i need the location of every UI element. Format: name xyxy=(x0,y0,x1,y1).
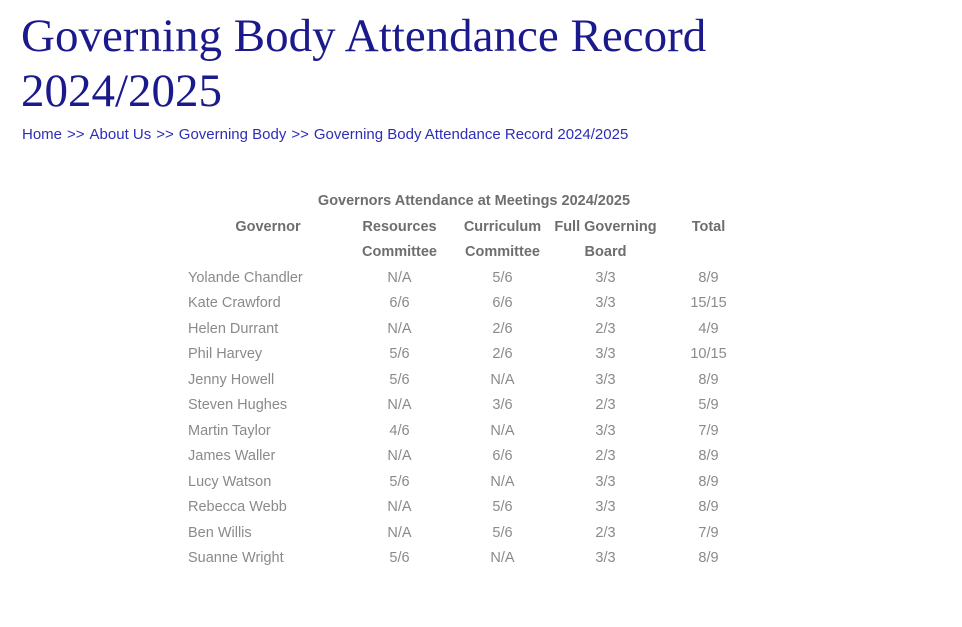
attendance-cell: N/A xyxy=(387,320,412,337)
table-row: Phil Harvey 5/6 2/6 3/3 10/15 xyxy=(188,342,760,368)
attendance-cell: 8/9 xyxy=(698,550,719,566)
column-header-total: Total xyxy=(691,218,726,235)
table-row: Kate Crawford 6/6 6/6 3/3 15/15 xyxy=(188,291,760,317)
attendance-cell: 6/6 xyxy=(492,448,513,464)
attendance-cell: 8/9 xyxy=(698,448,719,464)
attendance-table: Governors Attendance at Meetings 2024/20… xyxy=(188,189,760,572)
attendance-cell: 5/6 xyxy=(389,550,410,566)
attendance-cell: 8/9 xyxy=(698,269,719,286)
breadcrumb-separator: >> xyxy=(67,126,85,143)
governor-name-cell: Ben Willis xyxy=(188,524,252,541)
attendance-cell: 3/3 xyxy=(595,473,616,490)
attendance-cell: N/A xyxy=(387,269,412,286)
table-row: Steven Hughes N/A 3/6 2/3 5/9 xyxy=(188,393,760,419)
attendance-cell: 5/6 xyxy=(492,499,513,515)
attendance-cell: 4/9 xyxy=(698,320,719,337)
attendance-cell: N/A xyxy=(490,371,515,388)
breadcrumb-separator: >> xyxy=(156,126,174,143)
governor-name-cell: Yolande Chandler xyxy=(188,269,303,286)
attendance-cell: N/A xyxy=(387,448,412,464)
governor-name-cell: Steven Hughes xyxy=(188,397,288,413)
table-row: Jenny Howell 5/6 N/A 3/3 8/9 xyxy=(188,368,760,394)
page-title: Governing Body Attendance Record 2024/20… xyxy=(21,10,707,117)
governor-name-cell: Kate Crawford xyxy=(188,295,281,311)
attendance-cell: N/A xyxy=(490,550,515,566)
attendance-cell: 3/3 xyxy=(595,371,616,388)
attendance-cell: N/A xyxy=(387,397,412,413)
attendance-cell: 6/6 xyxy=(492,295,513,311)
attendance-cell: 2/3 xyxy=(595,448,616,464)
breadcrumb: Home >> About Us >> Governing Body >> Governin… xyxy=(22,126,628,144)
attendance-cell: 3/3 xyxy=(595,295,616,311)
governor-name-cell: Martin Taylor xyxy=(188,422,271,439)
attendance-cell: 3/3 xyxy=(595,550,616,566)
attendance-cell: N/A xyxy=(490,422,515,439)
table-header-row: Governor Resources Committee Curriculum … xyxy=(188,215,760,266)
attendance-cell: N/A xyxy=(387,524,412,541)
attendance-cell: 5/6 xyxy=(389,371,410,388)
column-header-resources-committee: Resources Committee xyxy=(362,218,437,261)
attendance-cell: 6/6 xyxy=(389,295,410,311)
attendance-cell: 8/9 xyxy=(698,499,719,515)
attendance-cell: 15/15 xyxy=(690,295,727,311)
attendance-cell: 3/3 xyxy=(595,499,616,515)
attendance-cell: 8/9 xyxy=(698,473,719,490)
table-row: Lucy Watson 5/6 N/A 3/3 8/9 xyxy=(188,470,760,496)
attendance-cell: 5/6 xyxy=(492,269,513,286)
attendance-cell: 2/6 xyxy=(492,320,513,337)
breadcrumb-link-home[interactable]: Home xyxy=(22,126,63,143)
table-row: Yolande Chandler N/A 5/6 3/3 8/9 xyxy=(188,266,760,292)
attendance-cell: N/A xyxy=(490,473,515,490)
governor-name-cell: James Waller xyxy=(188,448,276,464)
table-row: Rebecca Webb N/A 5/6 3/3 8/9 xyxy=(188,495,760,521)
attendance-cell: 10/15 xyxy=(690,346,727,362)
column-header-curriculum-committee: Curriculum Committee xyxy=(463,218,542,261)
breadcrumb-link-governing-body[interactable]: Governing Body xyxy=(178,126,287,143)
governor-name-cell: Rebecca Webb xyxy=(188,499,287,515)
governor-name-cell: Phil Harvey xyxy=(188,346,263,362)
breadcrumb-link-about-us[interactable]: About Us xyxy=(89,126,152,143)
attendance-cell: 4/6 xyxy=(389,422,410,439)
attendance-cell: 3/3 xyxy=(595,269,616,286)
attendance-cell: 2/6 xyxy=(492,346,513,362)
attendance-cell: 2/3 xyxy=(595,320,616,337)
attendance-cell: 2/3 xyxy=(595,397,616,413)
column-header-full-governing-board: Full Governing Board xyxy=(554,218,657,261)
governor-name-cell: Jenny Howell xyxy=(188,371,275,388)
attendance-cell: 5/9 xyxy=(698,397,719,413)
governor-name-cell: Suanne Wright xyxy=(188,550,284,566)
table-caption: Governors Attendance at Meetings 2024/20… xyxy=(317,193,631,209)
attendance-cell: 3/6 xyxy=(492,397,513,413)
attendance-cell: 3/3 xyxy=(595,346,616,362)
table-row: Helen Durrant N/A 2/6 2/3 4/9 xyxy=(188,317,760,343)
attendance-cell: 5/6 xyxy=(492,524,513,541)
attendance-cell: N/A xyxy=(387,499,412,515)
column-header-governor: Governor xyxy=(235,218,301,235)
table-row: James Waller N/A 6/6 2/3 8/9 xyxy=(188,444,760,470)
attendance-cell: 2/3 xyxy=(595,524,616,541)
governor-name-cell: Helen Durrant xyxy=(188,320,279,337)
attendance-cell: 5/6 xyxy=(389,473,410,490)
governor-name-cell: Lucy Watson xyxy=(188,473,272,490)
attendance-cell: 3/3 xyxy=(595,422,616,439)
breadcrumb-separator: >> xyxy=(291,126,309,143)
attendance-cell: 7/9 xyxy=(698,422,719,439)
attendance-cell: 8/9 xyxy=(698,371,719,388)
table-row: Martin Taylor 4/6 N/A 3/3 7/9 xyxy=(188,419,760,445)
breadcrumb-current-page: Governing Body Attendance Record 2024/20… xyxy=(313,126,629,143)
table-row: Suanne Wright 5/6 N/A 3/3 8/9 xyxy=(188,546,760,572)
attendance-cell: 5/6 xyxy=(389,346,410,362)
attendance-cell: 7/9 xyxy=(698,524,719,541)
table-row: Ben Willis N/A 5/6 2/3 7/9 xyxy=(188,521,760,547)
